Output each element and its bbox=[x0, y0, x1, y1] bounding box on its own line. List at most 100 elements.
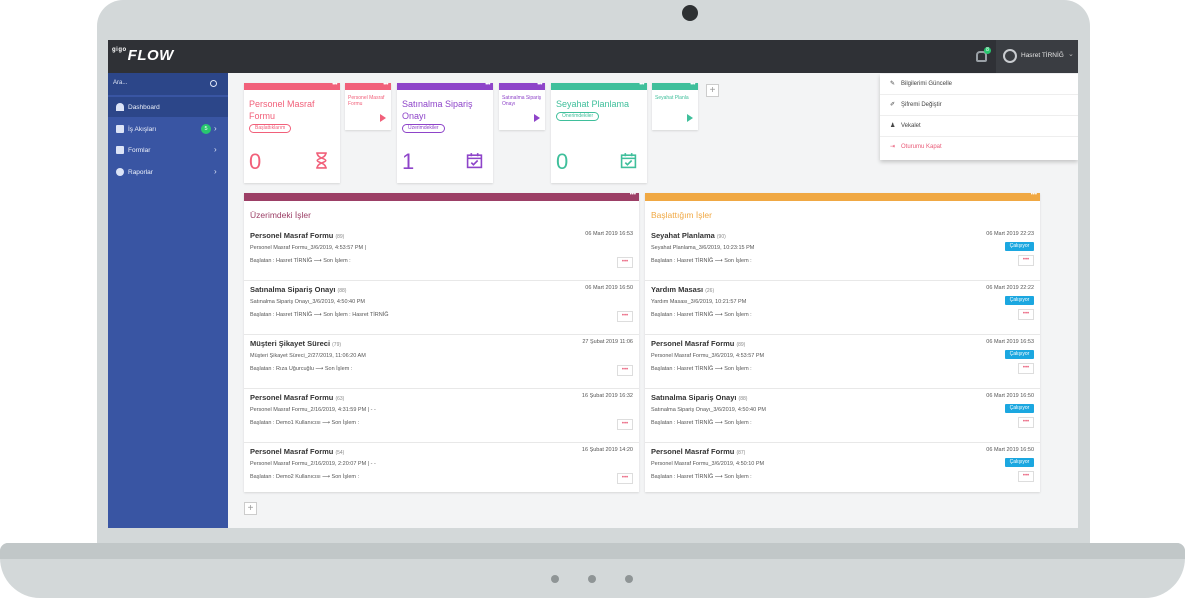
calendar-check-icon bbox=[466, 153, 483, 169]
more-icon[interactable]: ••• bbox=[485, 82, 490, 88]
row-more-button[interactable]: ••• bbox=[1018, 363, 1034, 374]
more-icon[interactable]: ••• bbox=[332, 82, 337, 88]
panel-title: Üzerimdeki İşler bbox=[250, 210, 311, 220]
task-row[interactable]: Satınalma Sipariş Onayı (88) 06 Mart 201… bbox=[244, 281, 639, 335]
task-date: 06 Mart 2019 16:53 bbox=[585, 231, 633, 237]
play-icon[interactable] bbox=[534, 114, 540, 122]
add-panel-button[interactable]: + bbox=[244, 502, 257, 515]
search-icon[interactable] bbox=[210, 80, 217, 87]
task-row[interactable]: Personel Masraf Formu (89) 06 Mart 2019 … bbox=[244, 227, 639, 281]
sidebar: Ara... Dashboard İş Akışları 5 › Formlar… bbox=[108, 73, 228, 528]
task-title: Yardım Masası (26) bbox=[651, 285, 714, 294]
task-subtitle: Müşteri Şikayet Süreci_2/27/2019, 11:06:… bbox=[250, 353, 366, 359]
indicator-dot bbox=[625, 575, 633, 583]
mini-card-expense[interactable]: ••• Personel Masraf Formu bbox=[345, 82, 391, 130]
task-row[interactable]: Personel Masraf Formu (87) 06 Mart 2019 … bbox=[645, 443, 1040, 497]
task-row[interactable]: Satınalma Sipariş Onayı (88) 06 Mart 201… bbox=[645, 389, 1040, 443]
indicator-dot bbox=[588, 575, 596, 583]
row-more-button[interactable]: ••• bbox=[617, 419, 633, 430]
task-row[interactable]: Yardım Masası (26) 06 Mart 2019 22:22 Ça… bbox=[645, 281, 1040, 335]
more-icon[interactable]: ••• bbox=[537, 82, 542, 88]
task-id: (90) bbox=[716, 234, 726, 240]
summary-card-purchase[interactable]: ••• Satınalma Sipariş Onayı Üzerimdekile… bbox=[397, 82, 493, 183]
task-id: (88) bbox=[738, 396, 748, 402]
row-more-button[interactable]: ••• bbox=[1018, 309, 1034, 320]
row-more-button[interactable]: ••• bbox=[617, 311, 633, 322]
task-subtitle: Satınalma Sipariş Onayı_3/6/2019, 4:50:4… bbox=[250, 299, 365, 305]
status-badge: Çalışıyor bbox=[1005, 404, 1034, 413]
task-date: 06 Mart 2019 16:50 bbox=[986, 447, 1034, 453]
task-meta: Başlatan : Hasret TİRNİĞ ⟶ Son İşlem : bbox=[651, 366, 752, 372]
indicator-dot bbox=[551, 575, 559, 583]
sidebar-item-dashboard[interactable]: Dashboard bbox=[108, 97, 228, 117]
card-color-bar: ••• bbox=[397, 82, 493, 90]
sidebar-item-label: Formlar bbox=[128, 147, 151, 154]
top-bar: gigoFLOW 8 Hasret TİRNİĞ ⌄ bbox=[108, 40, 1078, 73]
notification-badge: 8 bbox=[984, 47, 991, 54]
task-id: (89) bbox=[736, 342, 746, 348]
task-name: Satınalma Sipariş Onayı bbox=[250, 285, 336, 294]
summary-card-expense[interactable]: ••• Personel Masraf Formu Başlattıklarım… bbox=[244, 82, 340, 183]
dashboard-icon bbox=[116, 103, 124, 111]
menu-item-label: Oturumu Kapat bbox=[901, 144, 942, 150]
chart-icon bbox=[116, 168, 124, 176]
task-row[interactable]: Seyahat Planlama (90) 06 Mart 2019 22:23… bbox=[645, 227, 1040, 281]
sidebar-item-label: Dashboard bbox=[128, 104, 160, 111]
task-subtitle: Personel Masraf Formu_2/16/2019, 2:20:07… bbox=[250, 461, 376, 467]
add-card-button[interactable]: + bbox=[706, 84, 719, 97]
laptop-base bbox=[0, 543, 1185, 598]
more-icon[interactable]: ••• bbox=[639, 82, 644, 88]
app-logo[interactable]: gigoFLOW bbox=[112, 47, 174, 64]
started-tasks-panel: ••• Başlattığım İşler Seyahat Planlama (… bbox=[645, 192, 1040, 492]
menu-item-change-password[interactable]: ✐ Şifremi Değiştir bbox=[880, 95, 1078, 116]
task-date: 06 Mart 2019 16:50 bbox=[585, 285, 633, 291]
more-icon[interactable]: ••• bbox=[1030, 192, 1037, 198]
task-meta: Başlatan : Demo1 Kullanıcısı ⟶ Son İşlem… bbox=[250, 420, 360, 426]
form-icon bbox=[116, 146, 124, 154]
user-menu-toggle[interactable]: Hasret TİRNİĞ ⌄ bbox=[996, 40, 1078, 73]
card-title: Satınalma Sipariş Onayı bbox=[402, 99, 473, 121]
task-row[interactable]: Müşteri Şikayet Süreci (79) 27 Şubat 201… bbox=[244, 335, 639, 389]
menu-item-logout[interactable]: ⇥ Oturumu Kapat bbox=[880, 137, 1078, 158]
logo-text: FLOW bbox=[127, 47, 174, 64]
menu-item-update-info[interactable]: ✎ Bilgilerimi Güncelle bbox=[880, 74, 1078, 95]
sidebar-item-forms[interactable]: Formlar › bbox=[108, 140, 228, 160]
row-more-button[interactable]: ••• bbox=[617, 257, 633, 268]
sidebar-item-workflows[interactable]: İş Akışları 5 › bbox=[108, 119, 228, 139]
panel-color-bar: ••• bbox=[244, 192, 639, 201]
summary-card-travel[interactable]: ••• Seyahat Planlama Önerimdekiler 0 bbox=[551, 82, 647, 183]
play-icon[interactable] bbox=[380, 114, 386, 122]
search-input[interactable]: Ara... bbox=[113, 80, 128, 86]
menu-item-label: Vekalet bbox=[901, 123, 921, 129]
task-subtitle: Personel Masraf Formu_3/6/2019, 4:50:10 … bbox=[651, 461, 765, 467]
notification-icon[interactable] bbox=[976, 51, 987, 62]
chevron-right-icon: › bbox=[214, 145, 217, 154]
row-more-button[interactable]: ••• bbox=[617, 365, 633, 376]
search-box[interactable]: Ara... bbox=[108, 73, 228, 95]
task-row[interactable]: Personel Masraf Formu (54) 16 Şubat 2019… bbox=[244, 443, 639, 497]
sidebar-item-reports[interactable]: Raporlar › bbox=[108, 162, 228, 182]
more-icon[interactable]: ••• bbox=[629, 192, 636, 198]
task-title: Seyahat Planlama (90) bbox=[651, 231, 726, 240]
card-count: 0 bbox=[556, 149, 569, 174]
status-badge: Çalışıyor bbox=[1005, 242, 1034, 251]
task-row[interactable]: Personel Masraf Formu (89) 06 Mart 2019 … bbox=[645, 335, 1040, 389]
play-icon[interactable] bbox=[687, 114, 693, 122]
mini-card-purchase[interactable]: ••• Satınalma Sipariş Onayı bbox=[499, 82, 545, 130]
mini-card-travel[interactable]: ••• Seyahat Planla bbox=[652, 82, 698, 130]
task-row[interactable]: Personel Masraf Formu (63) 16 Şubat 2019… bbox=[244, 389, 639, 443]
menu-item-proxy[interactable]: ♟ Vekalet bbox=[880, 116, 1078, 137]
row-more-button[interactable]: ••• bbox=[617, 473, 633, 484]
count-badge: 5 bbox=[201, 124, 211, 134]
task-date: 27 Şubat 2019 11:06 bbox=[582, 339, 633, 345]
logo-prefix: gigo bbox=[112, 47, 127, 53]
task-title: Personel Masraf Formu (87) bbox=[651, 447, 745, 456]
row-more-button[interactable]: ••• bbox=[1018, 471, 1034, 482]
sidebar-item-label: Raporlar bbox=[128, 169, 153, 176]
more-icon[interactable]: ••• bbox=[383, 82, 388, 88]
task-title: Satınalma Sipariş Onayı (88) bbox=[250, 285, 346, 294]
row-more-button[interactable]: ••• bbox=[1018, 417, 1034, 428]
row-more-button[interactable]: ••• bbox=[1018, 255, 1034, 266]
sitemap-icon bbox=[116, 125, 124, 133]
more-icon[interactable]: ••• bbox=[690, 82, 695, 88]
